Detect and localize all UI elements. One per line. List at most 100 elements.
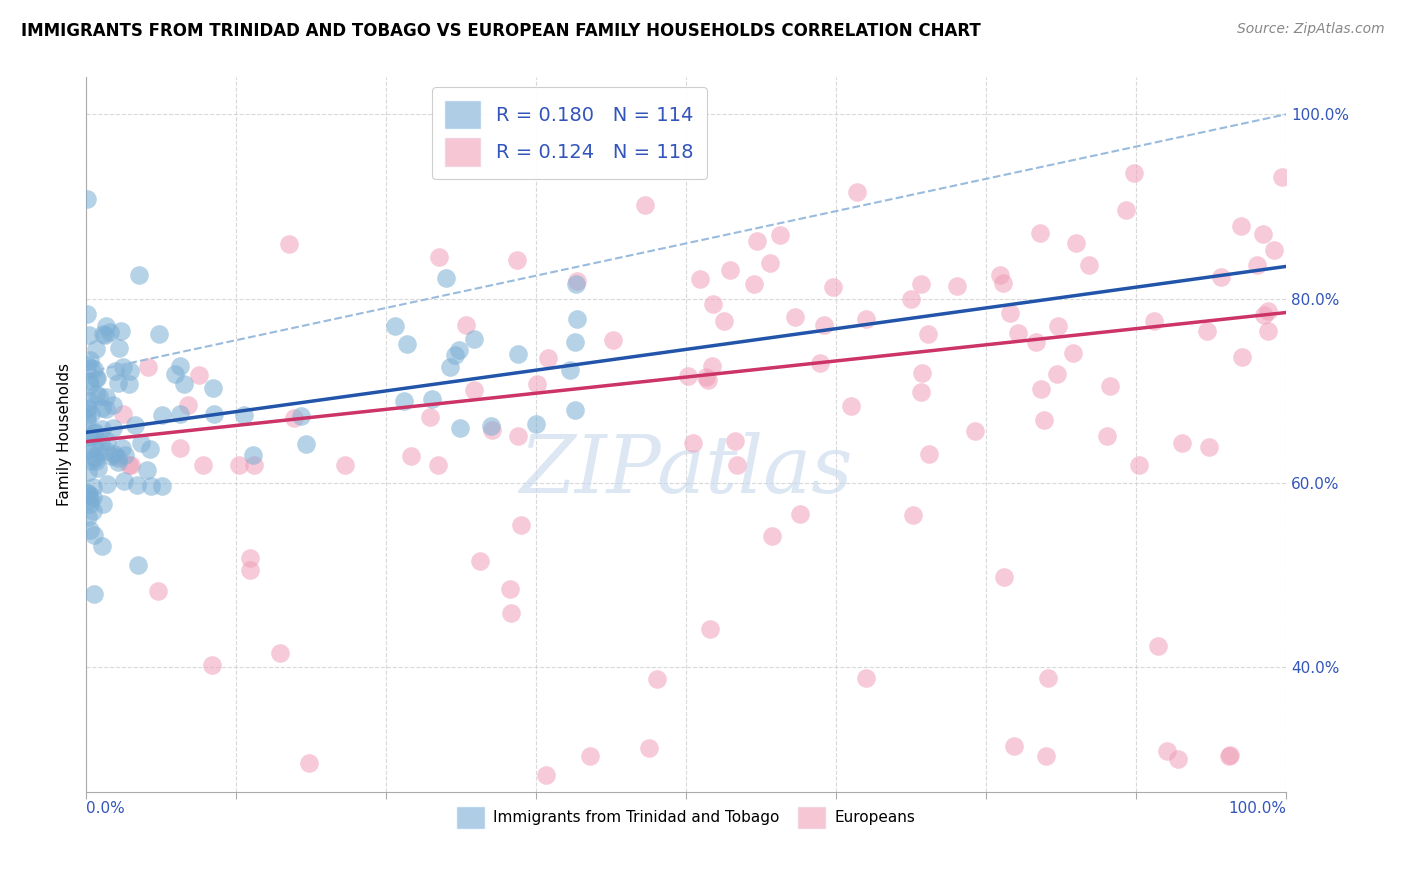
Point: [564, 402, 586, 417]
Point: [1097, 429, 1119, 443]
Point: [82, 504, 104, 518]
Point: [419, 410, 441, 425]
Text: IMMIGRANTS FROM TRINIDAD AND TOBAGO VS EUROPEAN FAMILY HOUSEHOLDS CORRELATION CH: IMMIGRANTS FROM TRINIDAD AND TOBAGO VS E…: [21, 22, 981, 40]
Point: [278, 236, 301, 251]
Point: [470, 554, 492, 568]
Point: [108, 341, 131, 355]
Point: [105, 450, 128, 464]
Point: [173, 377, 195, 392]
Point: [111, 359, 134, 374]
Point: [998, 305, 1021, 319]
Point: [91, 497, 114, 511]
Point: [94, 327, 117, 342]
Point: [396, 337, 419, 351]
Point: [1257, 325, 1279, 339]
Point: [699, 622, 721, 636]
Point: [112, 474, 135, 488]
Point: [76, 509, 98, 524]
Point: [481, 423, 503, 437]
Point: [1219, 748, 1241, 763]
Point: [333, 458, 356, 472]
Point: [91, 327, 114, 342]
Point: [111, 408, 134, 422]
Point: [118, 458, 141, 472]
Point: [506, 252, 529, 267]
Point: [101, 398, 124, 412]
Point: [239, 551, 262, 566]
Point: [107, 450, 129, 465]
Point: [634, 197, 657, 211]
Point: [789, 508, 811, 522]
Point: [84, 343, 107, 357]
Point: [509, 517, 531, 532]
Point: [94, 319, 117, 334]
Point: [917, 327, 939, 342]
Point: [83, 361, 105, 376]
Point: [901, 508, 924, 522]
Point: [1032, 413, 1054, 427]
Point: [90, 401, 112, 416]
Point: [813, 318, 835, 333]
Point: [83, 449, 105, 463]
Point: [101, 421, 124, 435]
Text: 0.0%: 0.0%: [86, 801, 125, 816]
Point: [534, 768, 557, 782]
Point: [1002, 739, 1025, 754]
Point: [742, 277, 765, 291]
Point: [1122, 166, 1144, 180]
Point: [447, 343, 470, 357]
Point: [1197, 324, 1219, 338]
Point: [76, 413, 98, 427]
Point: [77, 465, 100, 479]
Point: [399, 449, 422, 463]
Point: [139, 478, 162, 492]
Point: [169, 442, 191, 456]
Point: [855, 312, 877, 326]
Point: [77, 401, 100, 416]
Point: [79, 374, 101, 388]
Point: [759, 256, 782, 270]
Point: [76, 410, 98, 425]
Point: [83, 439, 105, 453]
Point: [910, 277, 932, 292]
Point: [76, 442, 98, 457]
Point: [79, 497, 101, 511]
Point: [1230, 219, 1253, 234]
Point: [1078, 258, 1101, 272]
Point: [80, 407, 103, 421]
Point: [422, 392, 444, 406]
Point: [295, 436, 318, 450]
Point: [111, 441, 134, 455]
Point: [443, 348, 465, 362]
Text: 100.0%: 100.0%: [1227, 801, 1286, 816]
Point: [479, 418, 502, 433]
Point: [910, 384, 932, 399]
Point: [94, 390, 117, 404]
Point: [139, 442, 162, 456]
Y-axis label: Family Households: Family Households: [58, 363, 72, 506]
Point: [560, 362, 582, 376]
Point: [202, 381, 225, 395]
Point: [177, 398, 200, 412]
Point: [118, 376, 141, 391]
Point: [202, 407, 225, 421]
Point: [84, 370, 107, 384]
Point: [429, 250, 451, 264]
Point: [1062, 345, 1084, 359]
Point: [427, 458, 450, 472]
Point: [243, 458, 266, 472]
Point: [761, 529, 783, 543]
Point: [148, 327, 170, 342]
Point: [290, 409, 312, 424]
Point: [524, 417, 547, 431]
Point: [993, 570, 1015, 584]
Point: [103, 364, 125, 378]
Legend: Immigrants from Trinidad and Tobago, Europeans: Immigrants from Trinidad and Tobago, Eur…: [450, 800, 921, 834]
Point: [783, 310, 806, 324]
Point: [697, 373, 720, 387]
Point: [702, 296, 724, 310]
Point: [1064, 236, 1087, 251]
Point: [83, 451, 105, 466]
Point: [1218, 749, 1240, 764]
Point: [689, 272, 711, 286]
